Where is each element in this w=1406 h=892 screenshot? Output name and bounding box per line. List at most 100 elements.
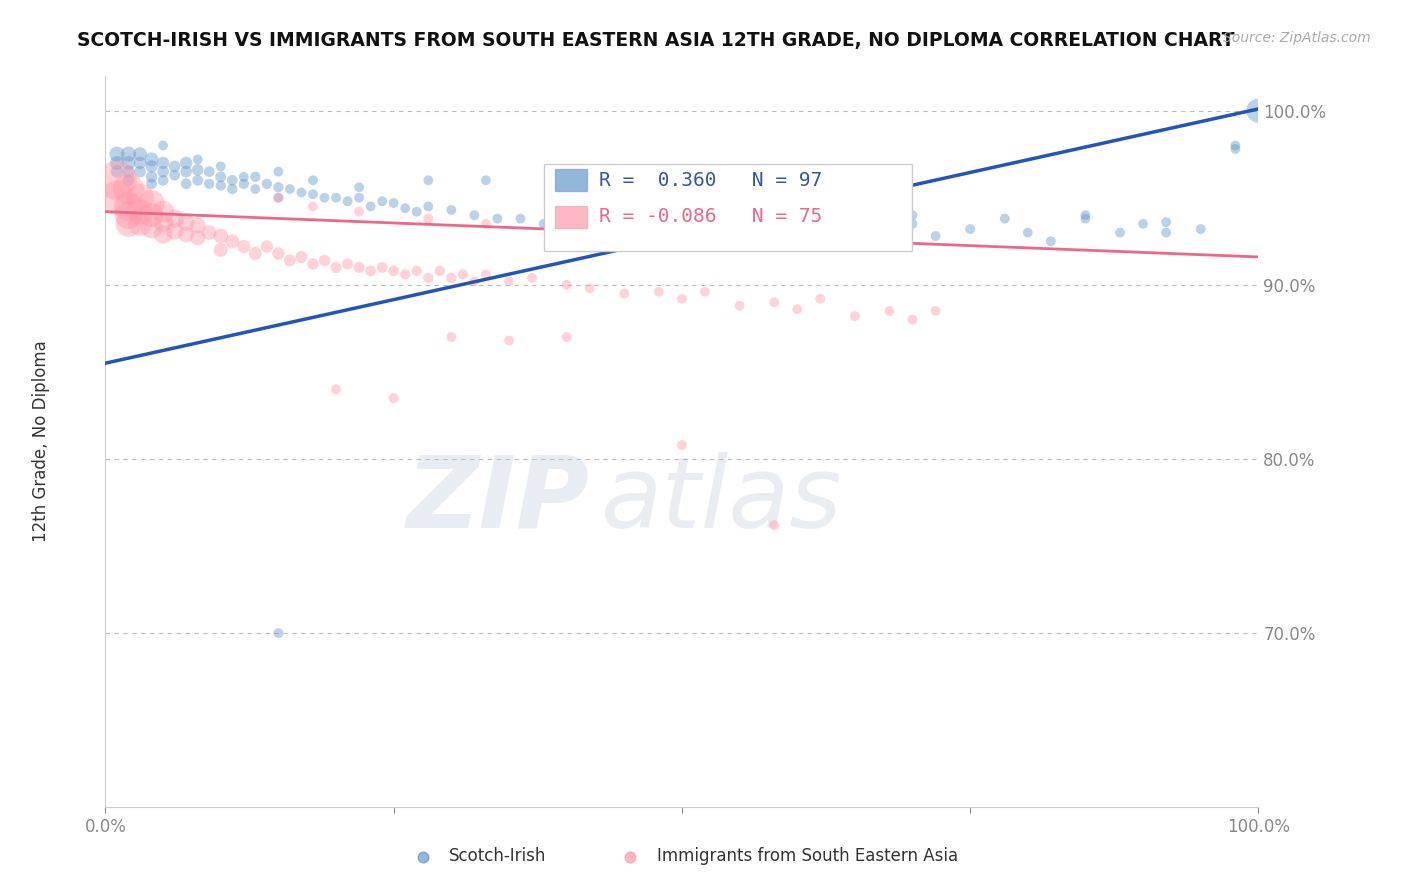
Point bbox=[1074, 208, 1097, 222]
Point bbox=[475, 173, 498, 187]
Point bbox=[290, 250, 312, 264]
Point bbox=[302, 187, 325, 202]
Point bbox=[245, 169, 267, 184]
Point bbox=[141, 169, 163, 184]
Point bbox=[117, 164, 139, 178]
Point bbox=[475, 217, 498, 231]
Point bbox=[129, 147, 152, 161]
Point bbox=[267, 626, 290, 640]
Point bbox=[163, 224, 186, 238]
Point bbox=[693, 285, 716, 299]
Point bbox=[256, 177, 278, 191]
Point bbox=[163, 168, 186, 182]
Point bbox=[105, 156, 128, 170]
Point bbox=[786, 234, 808, 248]
Point bbox=[418, 199, 440, 213]
Point bbox=[325, 191, 347, 205]
Point bbox=[105, 147, 128, 161]
Point bbox=[418, 211, 440, 226]
Point bbox=[290, 186, 312, 200]
Point bbox=[347, 191, 370, 205]
Point bbox=[141, 220, 163, 235]
Point bbox=[117, 182, 139, 196]
Point bbox=[152, 227, 174, 242]
Point bbox=[648, 187, 671, 202]
Point bbox=[1154, 215, 1177, 229]
Point bbox=[808, 217, 831, 231]
Point bbox=[1225, 142, 1247, 156]
Point bbox=[336, 257, 359, 271]
Point bbox=[463, 208, 485, 222]
Point bbox=[418, 270, 440, 285]
Point bbox=[486, 211, 509, 226]
Point bbox=[382, 264, 405, 278]
Point bbox=[325, 382, 347, 396]
Point bbox=[187, 231, 209, 245]
Point bbox=[245, 246, 267, 260]
Point bbox=[763, 226, 786, 240]
Point bbox=[152, 164, 174, 178]
Point bbox=[152, 173, 174, 187]
Point bbox=[440, 270, 463, 285]
Point bbox=[117, 208, 139, 222]
Point bbox=[117, 217, 139, 231]
Point bbox=[152, 156, 174, 170]
Point bbox=[1109, 226, 1132, 240]
Point bbox=[394, 201, 416, 215]
Point bbox=[520, 270, 543, 285]
Point bbox=[278, 253, 301, 268]
Point bbox=[555, 277, 578, 292]
Point bbox=[879, 226, 901, 240]
Point bbox=[209, 178, 232, 193]
Point bbox=[209, 160, 232, 174]
Point bbox=[994, 211, 1017, 226]
Point bbox=[533, 217, 555, 231]
Point bbox=[267, 164, 290, 178]
Point bbox=[152, 204, 174, 219]
Point bbox=[578, 281, 600, 295]
Point bbox=[141, 177, 163, 191]
Point bbox=[763, 295, 786, 310]
Point bbox=[267, 246, 290, 260]
Point bbox=[360, 264, 382, 278]
Point bbox=[578, 217, 600, 231]
Point bbox=[475, 268, 498, 282]
Point bbox=[302, 257, 325, 271]
Point bbox=[198, 226, 221, 240]
Point bbox=[163, 211, 186, 226]
Point bbox=[613, 217, 636, 231]
Point bbox=[371, 194, 394, 209]
Point bbox=[394, 268, 416, 282]
Point bbox=[267, 180, 290, 194]
Point bbox=[174, 215, 197, 229]
Point bbox=[141, 160, 163, 174]
Point bbox=[129, 156, 152, 170]
Bar bbox=[555, 206, 588, 228]
Text: R =  0.360   N = 97: R = 0.360 N = 97 bbox=[599, 171, 823, 190]
Point bbox=[129, 191, 152, 205]
Point bbox=[405, 204, 427, 219]
Text: Source: ZipAtlas.com: Source: ZipAtlas.com bbox=[1223, 31, 1371, 45]
Point bbox=[174, 227, 197, 242]
Point bbox=[808, 201, 831, 215]
Point bbox=[117, 199, 139, 213]
Point bbox=[187, 162, 209, 177]
Point bbox=[174, 177, 197, 191]
Point bbox=[418, 173, 440, 187]
Point bbox=[325, 260, 347, 275]
Point bbox=[1074, 211, 1097, 226]
Point bbox=[1154, 226, 1177, 240]
Point bbox=[1132, 217, 1154, 231]
Point bbox=[314, 191, 336, 205]
Point bbox=[671, 292, 693, 306]
Point bbox=[187, 153, 209, 167]
Point bbox=[152, 215, 174, 229]
Point bbox=[382, 196, 405, 211]
Point bbox=[555, 208, 578, 222]
Point bbox=[1017, 226, 1039, 240]
Point bbox=[1189, 222, 1212, 236]
Point bbox=[382, 391, 405, 405]
Point bbox=[924, 304, 946, 318]
Point bbox=[671, 204, 693, 219]
Point bbox=[613, 286, 636, 301]
